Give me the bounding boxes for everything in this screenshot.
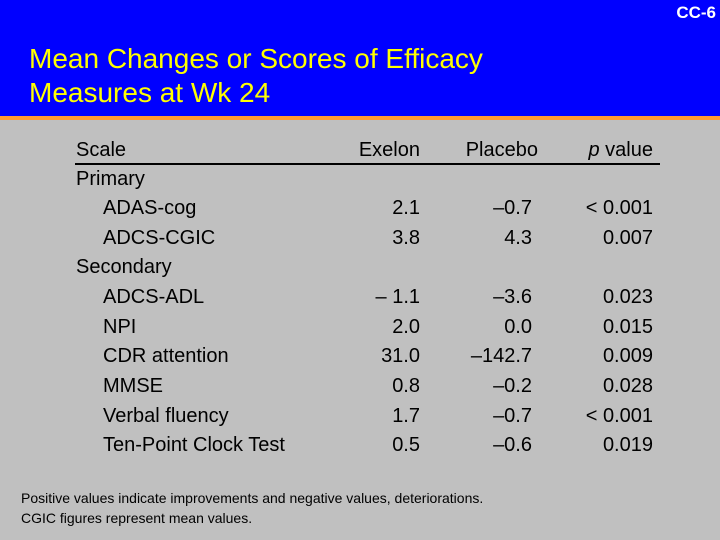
cell-p-value: 0.028	[602, 375, 653, 397]
cell-p-value: 0.009	[602, 345, 653, 367]
cell-exelon: 0.5	[392, 434, 420, 456]
cell-exelon: 0.8	[392, 375, 420, 397]
row-label: MMSE	[103, 375, 163, 397]
column-header-p-rest: value	[599, 139, 653, 161]
cell-p-value: 0.007	[602, 227, 653, 249]
cell-p-value: 0.015	[602, 316, 653, 338]
column-header-p-italic: p	[588, 139, 600, 161]
cell-placebo: –142.7	[470, 345, 532, 367]
column-header-p-value: p value	[545, 138, 654, 162]
cell-exelon: – 1.1	[375, 286, 420, 308]
cell-placebo: –3.6	[493, 286, 532, 308]
row-label: CDR attention	[103, 345, 229, 367]
cell-placebo: –0.2	[493, 375, 532, 397]
column-header-placebo: Placebo	[465, 139, 538, 161]
cell-exelon: 1.7	[392, 405, 420, 427]
row-label: ADCS-ADL	[103, 286, 205, 308]
cell-placebo: –0.6	[493, 434, 532, 456]
cell-placebo: –0.7	[493, 197, 532, 219]
row-label: NPI	[103, 316, 137, 338]
slide-title-line-1: Mean Changes or Scores of Efficacy	[29, 43, 483, 74]
slide-title-line-2: Measures at Wk 24	[29, 77, 271, 108]
cell-exelon: 2.1	[392, 197, 420, 219]
row-group-label: Primary	[76, 168, 145, 190]
cell-p-value: < 0.001	[585, 405, 653, 427]
title-banner: CC-6 Mean Changes or Scores of Efficacy …	[0, 0, 720, 116]
row-label: Ten-Point Clock Test	[103, 434, 285, 456]
cell-exelon: 2.0	[392, 316, 420, 338]
cell-placebo: 4.3	[504, 227, 532, 249]
cell-exelon: 3.8	[392, 227, 420, 249]
footnote-line-1: Positive values indicate improvements an…	[21, 490, 484, 506]
column-header-exelon: Exelon	[358, 139, 420, 161]
cell-p-value: 0.023	[602, 286, 653, 308]
row-label: ADAS-cog	[103, 197, 197, 219]
header-divider	[75, 163, 660, 165]
row-group-label: Secondary	[76, 256, 172, 278]
footnote: Positive values indicate improvements an…	[21, 488, 483, 528]
row-label: Verbal fluency	[103, 405, 229, 427]
slide-title: Mean Changes or Scores of Efficacy Measu…	[29, 42, 483, 110]
footnote-line-2: CGIC figures represent mean values.	[21, 510, 253, 526]
accent-rule	[0, 116, 720, 120]
cell-placebo: –0.7	[493, 405, 532, 427]
slide-id: CC-6	[676, 3, 716, 22]
cell-p-value: < 0.001	[585, 197, 653, 219]
cell-exelon: 31.0	[381, 345, 420, 367]
column-header-scale: Scale	[76, 139, 127, 161]
row-label: ADCS-CGIC	[103, 227, 216, 249]
cell-p-value: 0.019	[602, 434, 653, 456]
cell-placebo: 0.0	[504, 316, 532, 338]
